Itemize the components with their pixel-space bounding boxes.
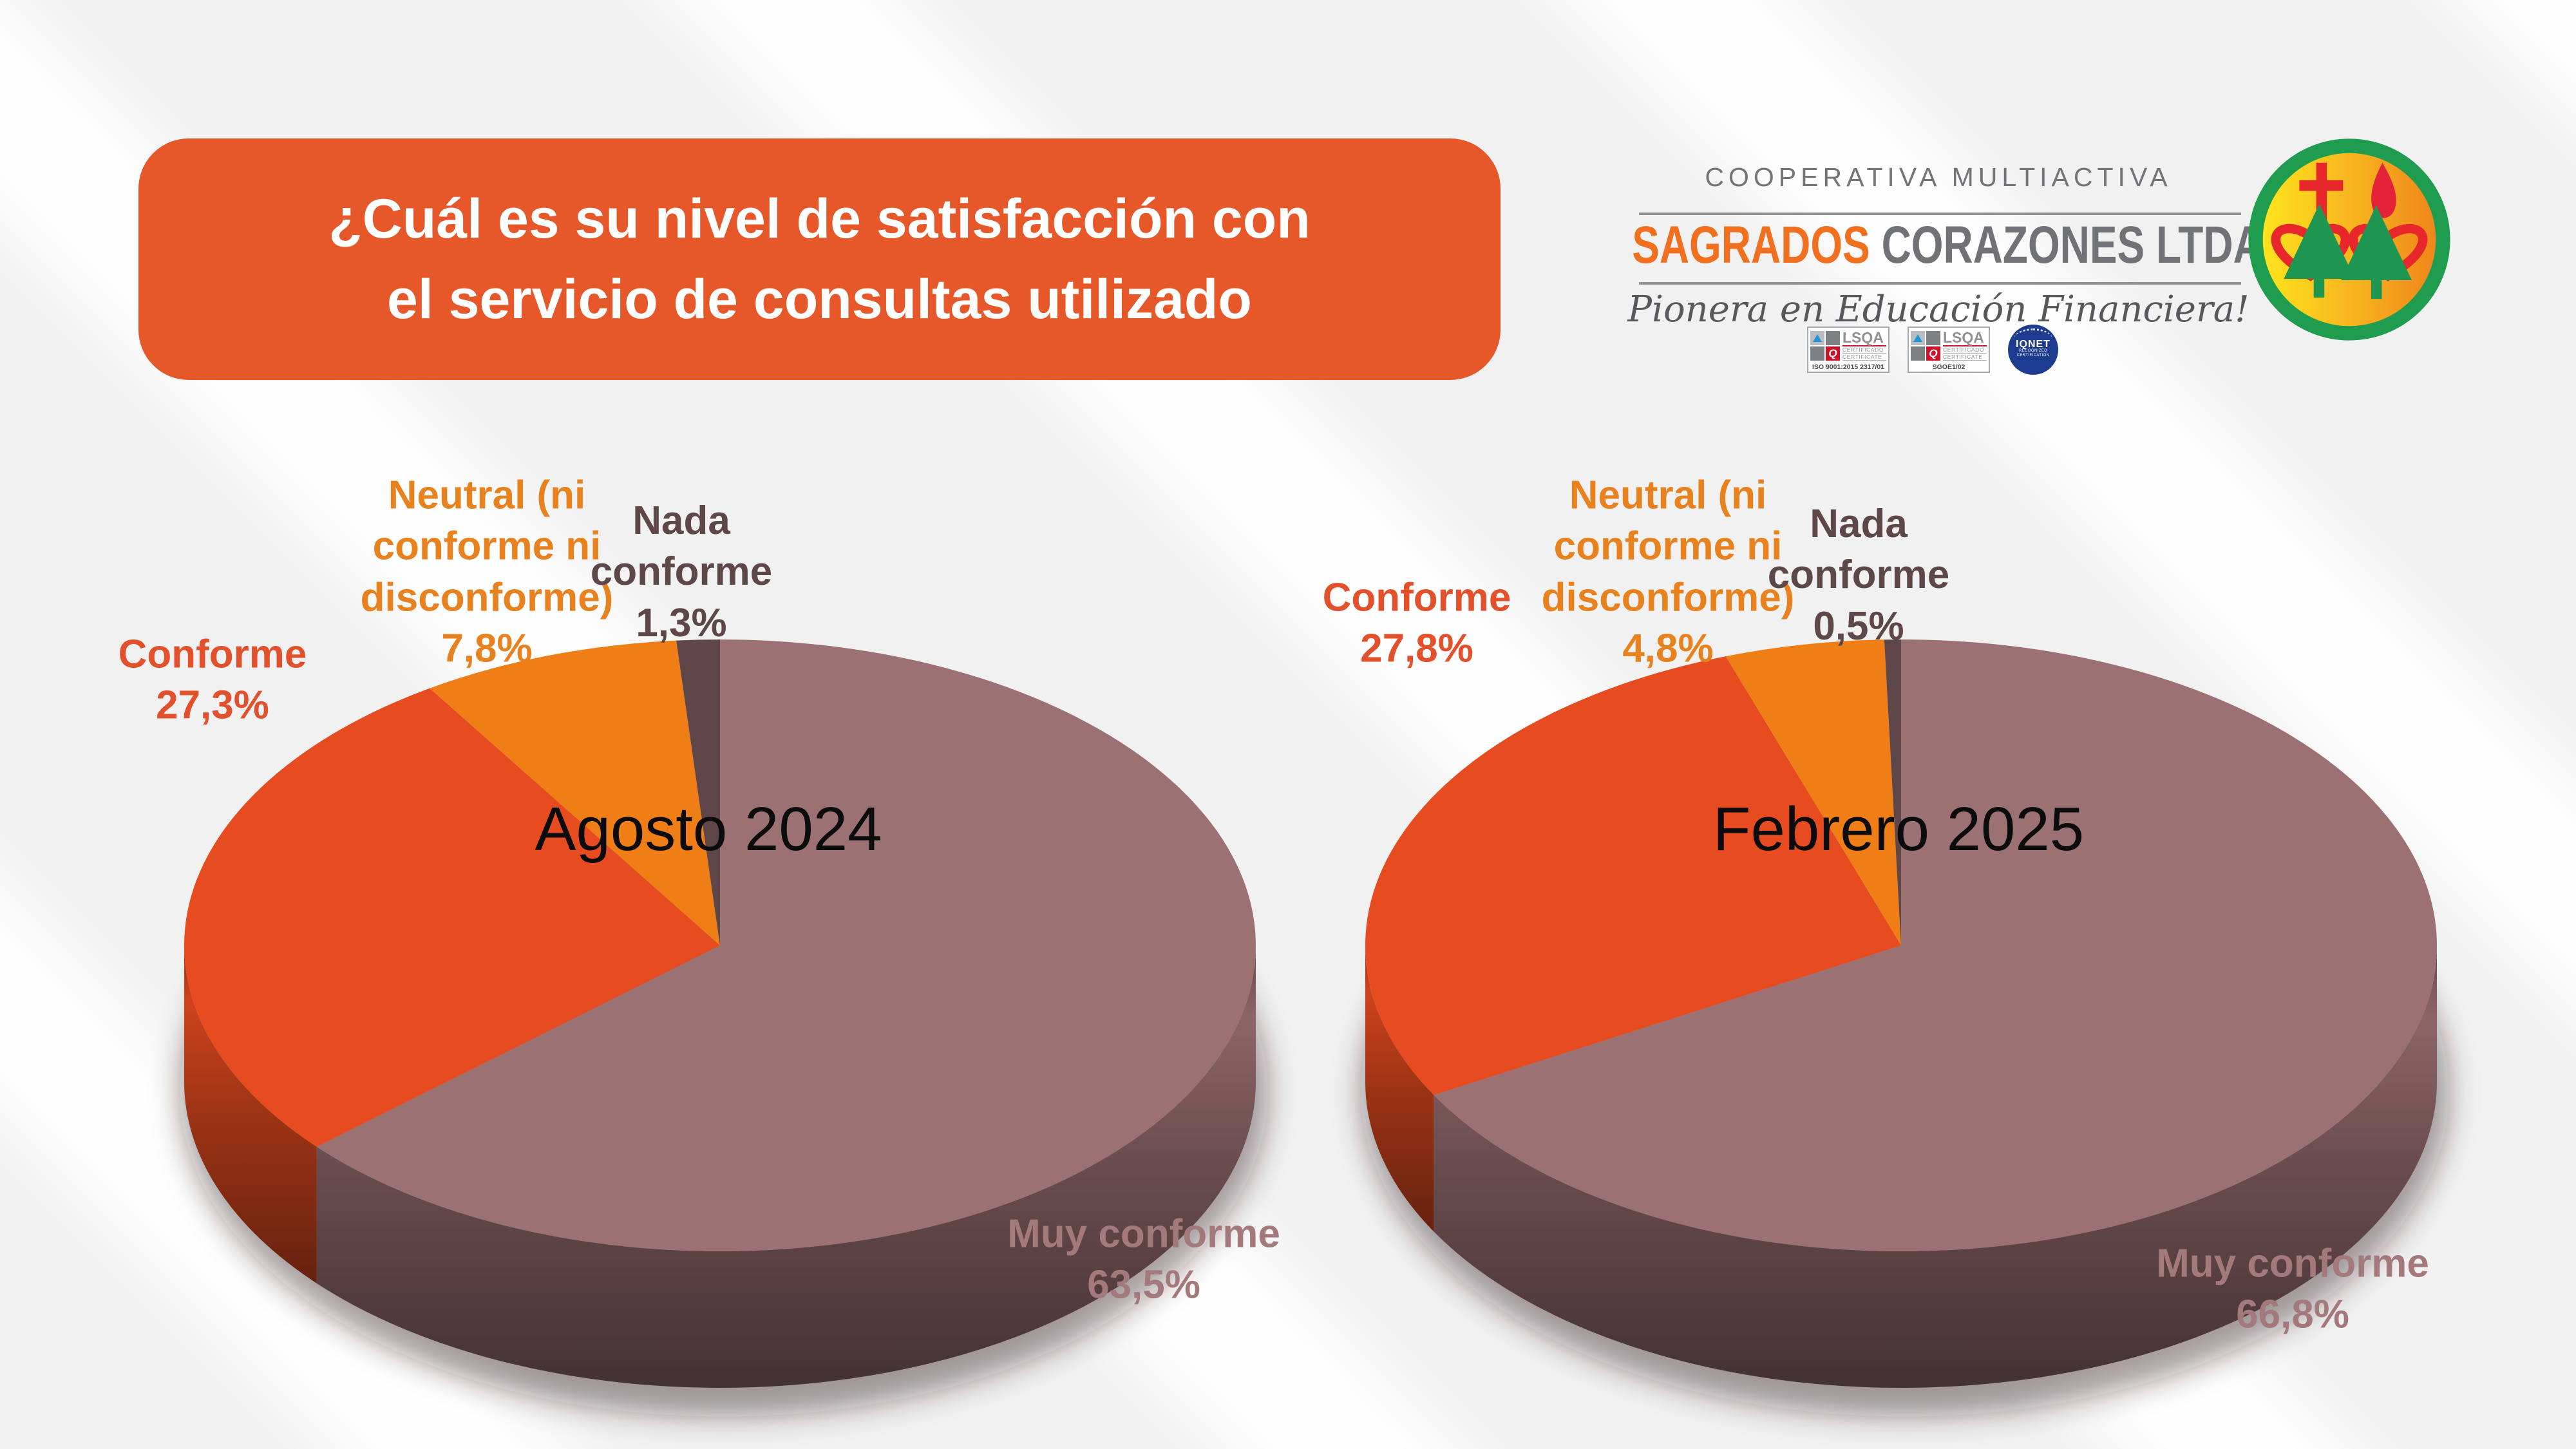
pie1-period-title: Agosto 2024 xyxy=(535,795,882,864)
pie2-label-neutral: Neutral (ni conforme ni disconforme) 4,8… xyxy=(1541,473,1795,671)
sacred-hearts-emblem-icon xyxy=(2248,138,2450,341)
brand-name-primary: SAGRADOS xyxy=(1632,216,1870,274)
brand-cooperative-text: COOPERATIVA MULTIACTIVA xyxy=(1705,162,2172,192)
brand-slogan: Pionera en Educación Financiera! xyxy=(1627,289,2249,330)
iqnet-badge: IQNET RECOGNIZED CERTIFICATION xyxy=(2008,325,2058,375)
iqnet-recognized: RECOGNIZED xyxy=(2018,349,2047,353)
lsqa-certificate: CERTIFICATE xyxy=(1842,354,1886,361)
lsqa-q-icon: Q xyxy=(1826,346,1840,361)
lsqa-logo-grid: Q xyxy=(1810,331,1840,372)
question-line-2: el servicio de consultas utilizado xyxy=(387,268,1252,330)
pie1-label-neutral: Neutral (ni conforme ni disconforme) 7,8… xyxy=(360,473,614,671)
brand-name-secondary: CORAZONES LTDA. xyxy=(1881,216,2275,274)
lsqa-sgoe-code: SGOE1/02 xyxy=(1932,363,1965,371)
lsqa-q-icon: Q xyxy=(1926,346,1940,361)
lsqa-iso-code: ISO 9001:2015 2317/01 xyxy=(1812,363,1885,371)
question-line-1: ¿Cuál es su nivel de satisfacción con xyxy=(328,187,1311,250)
lsqa-badge-iso: Q LSQA CERTIFICADO CERTIFICATE ISO 9001:… xyxy=(1807,327,1889,373)
brand-name: SAGRADOS CORAZONES LTDA. xyxy=(1632,216,2274,274)
lsqa-badge-sgoe: Q LSQA CERTIFICADO CERTIFICATE SGOE1/02 xyxy=(1908,327,1990,373)
pie1-label-nada-conforme: Nada conforme 1,3% xyxy=(590,498,773,645)
lsqa-certificate: CERTIFICATE xyxy=(1943,354,1987,361)
brand-divider-bottom xyxy=(1639,282,2241,285)
question-banner: ¿Cuál es su nivel de satisfacción con el… xyxy=(138,138,1501,380)
lsqa-triangle-icon xyxy=(1810,331,1824,345)
lsqa-certificado: CERTIFICADO xyxy=(1842,346,1886,354)
pie1-label-muy-conforme: Muy conforme 63,5% xyxy=(1007,1211,1280,1307)
lsqa-logo-grid: Q xyxy=(1911,331,1940,372)
lsqa-name: LSQA xyxy=(1943,330,1987,346)
brand-divider-top xyxy=(1639,213,2241,215)
iqnet-name: IQNET xyxy=(2016,339,2050,350)
pie1-label-conforme: Conforme 27,3% xyxy=(118,632,307,728)
certification-badges: Q LSQA CERTIFICADO CERTIFICATE ISO 9001:… xyxy=(1807,322,2058,377)
lsqa-certificado: CERTIFICADO xyxy=(1943,346,1987,354)
pie2-period-title: Febrero 2025 xyxy=(1712,795,2085,864)
lsqa-name: LSQA xyxy=(1842,330,1886,346)
pie2-label-conforme: Conforme 27,8% xyxy=(1322,575,1511,671)
iqnet-certification: CERTIFICATION xyxy=(2016,354,2050,357)
lsqa-triangle-icon xyxy=(1911,331,1925,345)
pie2-label-muy-conforme: Muy conforme 66,8% xyxy=(2156,1241,2429,1337)
pie2-label-nada-conforme: Nada conforme 0,5% xyxy=(1767,501,1950,649)
